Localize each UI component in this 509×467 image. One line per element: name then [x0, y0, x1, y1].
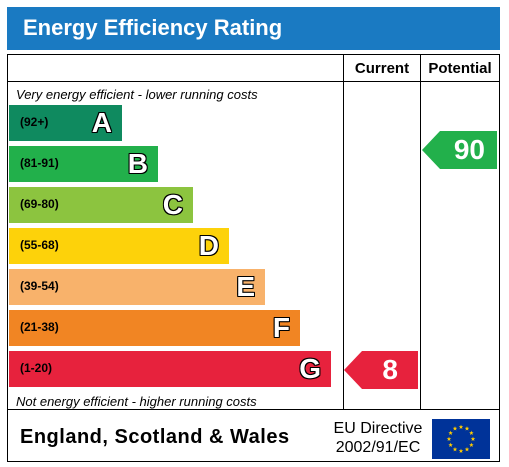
band-letter: F	[272, 312, 290, 343]
eu-stars-icon	[446, 424, 476, 453]
band-c: (69-80) C	[9, 187, 193, 223]
directive-line-1: EU Directive	[333, 420, 423, 437]
band-a: (92+) A	[9, 105, 122, 141]
divider-current	[343, 55, 344, 409]
potential-rating-arrow: 90	[422, 131, 497, 169]
rating-frame: Current Potential Very energy efficient …	[7, 54, 500, 462]
band-range: (92+)	[20, 115, 49, 129]
current-arrow-shape	[344, 351, 418, 389]
eu-star	[458, 448, 464, 453]
current-rating-arrow: 8	[344, 351, 418, 389]
band-g: (1-20) G	[9, 351, 331, 387]
potential-column-header: Potential	[428, 60, 492, 77]
band-letter: D	[198, 230, 219, 261]
band-range: (69-80)	[20, 197, 59, 211]
eu-star	[452, 426, 458, 431]
band-b: (81-91) B	[9, 146, 158, 182]
band-letter: E	[236, 271, 255, 302]
eu-star	[469, 430, 474, 435]
bottom-caption: Not energy efficient - higher running co…	[16, 394, 257, 409]
eu-flag-icon	[432, 419, 490, 459]
band-range: (21-38)	[20, 320, 59, 334]
eu-star	[446, 436, 452, 441]
band-range: (55-68)	[20, 238, 59, 252]
band-range: (81-91)	[20, 156, 59, 170]
band-d: (55-68) D	[9, 228, 229, 264]
footer-rule	[8, 409, 499, 410]
eu-directive: EU Directive 2002/91/EC	[328, 419, 428, 457]
current-rating-value: 8	[382, 354, 398, 385]
eu-star	[469, 442, 474, 447]
potential-rating-value: 90	[453, 134, 485, 165]
eu-star	[452, 446, 458, 452]
eu-star	[448, 442, 453, 447]
eu-star	[448, 430, 453, 435]
divider-potential	[420, 55, 421, 409]
band-letter: B	[127, 148, 148, 179]
eu-star	[470, 436, 476, 441]
eu-star	[464, 426, 470, 431]
chart-title: Energy Efficiency Rating	[23, 15, 283, 40]
current-column-header: Current	[354, 60, 410, 77]
eu-star	[464, 446, 470, 452]
region-label: England, Scotland & Wales	[20, 426, 290, 448]
band-range: (1-20)	[20, 361, 53, 375]
band-letter: G	[299, 353, 321, 384]
band-range: (39-54)	[20, 279, 59, 293]
band-letter: C	[162, 189, 183, 220]
potential-arrow-shape	[422, 131, 497, 169]
eu-star	[458, 424, 464, 429]
title-bar: Energy Efficiency Rating	[7, 7, 500, 50]
top-caption: Very energy efficient - lower running co…	[16, 87, 258, 102]
band-letter: A	[91, 107, 112, 138]
band-e: (39-54) E	[9, 269, 265, 305]
band-f: (21-38) F	[9, 310, 300, 346]
directive-line-2: 2002/91/EC	[335, 439, 421, 456]
header-rule	[8, 81, 499, 82]
